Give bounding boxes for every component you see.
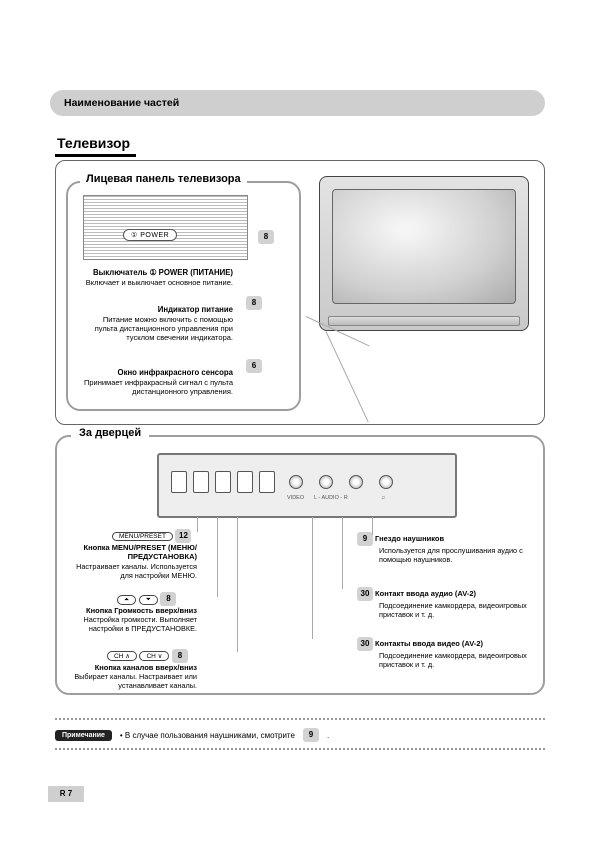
callout-headphone: 9 Гнездо наушников Используется для прос… xyxy=(357,532,527,564)
callout-menu-preset-desc: Настраивает каналы. Используется для нас… xyxy=(76,562,197,580)
callout-menu-preset-title: Кнопка MENU/PRESET (МЕНЮ/ПРЕДУСТАНОВКА) xyxy=(84,543,197,561)
callout-power-indicator-desc: Питание можно включить с помощью пульта … xyxy=(95,315,233,343)
front-panel-diagram xyxy=(83,195,248,260)
av-jacks xyxy=(289,475,393,489)
rear-panel-diagram: VIDEO L - AUDIO - R ♫ xyxy=(157,453,457,518)
callout-power-switch-desc: Включает и выключает основное питание. xyxy=(86,278,233,287)
behind-door-box: За дверцей VIDEO L - AUDIO - R ♫ MENU/PR… xyxy=(55,435,545,695)
callout-num-30a: 30 xyxy=(357,587,373,601)
dotted-separator-bottom xyxy=(55,748,545,750)
callout-power-switch-title: Выключатель ① POWER (ПИТАНИЕ) xyxy=(93,268,233,277)
page-header-text: Наименование частей xyxy=(64,97,179,109)
callout-num-8a: 8 xyxy=(258,230,274,244)
jack-label-video: VIDEO xyxy=(287,495,304,501)
behind-door-title: За дверцей xyxy=(71,427,149,439)
callout-headphone-title: Гнездо наушников xyxy=(375,534,444,543)
menu-preset-pill: MENU/PRESET xyxy=(112,532,173,541)
jack-label-hp: ♫ xyxy=(381,495,385,501)
ch-pill-row: CH ∧ CH ∨ 8 xyxy=(107,649,188,663)
callout-audio-in: 30 Контакт ввода аудио (AV-2) Подсоедине… xyxy=(357,587,527,619)
callout-volume: Кнопка Громкость вверх/вниз Настройка гр… xyxy=(62,606,197,634)
callout-menu-preset: Кнопка MENU/PRESET (МЕНЮ/ПРЕДУСТАНОВКА) … xyxy=(62,543,197,580)
callout-channel: Кнопка каналов вверх/вниз Выбирает канал… xyxy=(62,663,197,691)
tv-base xyxy=(328,316,520,326)
tv-illustration xyxy=(319,176,529,331)
dotted-separator xyxy=(55,718,545,720)
callout-num-9: 9 xyxy=(357,532,373,546)
vol-pill-row: ⏶ ⏷ 8 xyxy=(117,592,176,606)
socket xyxy=(171,471,187,493)
callout-audio-in-desc: Подсоединение камкордера, видеоигровых п… xyxy=(357,601,527,619)
socket xyxy=(259,471,275,493)
audio-l-jack xyxy=(319,475,333,489)
callout-ir-window: Окно инфракрасного сенсора Принимает инф… xyxy=(78,368,233,396)
callout-num-8c: 8 xyxy=(160,592,176,606)
page-header-bar: Наименование частей xyxy=(50,90,545,116)
front-panel-title: Лицевая панель телевизора xyxy=(80,173,247,185)
callout-video-in-title: Контакты ввода видео (AV-2) xyxy=(375,639,483,648)
front-panel-box: Лицевая панель телевизора ① POWER 8 Выкл… xyxy=(66,181,301,411)
tv-overview-box: Лицевая панель телевизора ① POWER 8 Выкл… xyxy=(55,160,545,425)
ch-up-pill: CH ∧ xyxy=(107,651,137,661)
callout-num-12: 12 xyxy=(175,529,191,543)
socket xyxy=(215,471,231,493)
jack-label-audio: L - AUDIO - R xyxy=(314,495,348,501)
video-jack xyxy=(289,475,303,489)
callout-num-6: 6 xyxy=(246,359,262,373)
power-badge: ① POWER xyxy=(123,229,177,241)
note-badge: Примечание xyxy=(55,730,112,741)
callout-channel-desc: Выбирает каналы. Настраивает или устанав… xyxy=(74,672,197,690)
callout-power-indicator-title: Индикатор питание xyxy=(158,305,233,314)
callout-num-30b: 30 xyxy=(357,637,373,651)
callout-headphone-desc: Используется для прослушивания аудио с п… xyxy=(357,546,527,564)
button-sockets xyxy=(171,471,275,493)
vol-up-pill: ⏶ xyxy=(117,595,136,605)
callout-power-switch: Выключатель ① POWER (ПИТАНИЕ) Включает и… xyxy=(78,268,233,287)
socket xyxy=(193,471,209,493)
note-text: • В случае пользования наушниками, смотр… xyxy=(120,731,295,740)
callout-volume-title: Кнопка Громкость вверх/вниз xyxy=(86,606,197,615)
audio-r-jack xyxy=(349,475,363,489)
callout-num-8d: 8 xyxy=(172,649,188,663)
callout-video-in-desc: Подсоединение камкордера, видеоигровых п… xyxy=(357,651,527,669)
ch-dn-pill: CH ∨ xyxy=(139,651,169,661)
callout-power-indicator: Индикатор питание Питание можно включить… xyxy=(78,305,233,343)
callout-num-8b: 8 xyxy=(246,296,262,310)
menu-pill-row: MENU/PRESET 12 xyxy=(112,529,191,543)
callout-ir-window-title: Окно инфракрасного сенсора xyxy=(118,368,234,377)
section-title: Телевизор xyxy=(55,135,136,157)
callout-video-in: 30 Контакты ввода видео (AV-2) Подсоедин… xyxy=(357,637,527,669)
note-row: Примечание • В случае пользования наушни… xyxy=(55,728,545,742)
note-ref-num: 9 xyxy=(303,728,319,742)
note-tail: . xyxy=(327,731,329,740)
callout-ir-window-desc: Принимает инфракрасный сигнал с пульта д… xyxy=(84,378,233,396)
callout-audio-in-title: Контакт ввода аудио (AV-2) xyxy=(375,589,476,598)
callout-volume-desc: Настройка громкости. Выполняет настройки… xyxy=(83,615,197,633)
socket xyxy=(237,471,253,493)
page-number: R 7 xyxy=(48,786,84,802)
tv-screen xyxy=(332,189,516,304)
headphone-jack xyxy=(379,475,393,489)
vol-dn-pill: ⏷ xyxy=(139,595,158,605)
callout-channel-title: Кнопка каналов вверх/вниз xyxy=(95,663,197,672)
